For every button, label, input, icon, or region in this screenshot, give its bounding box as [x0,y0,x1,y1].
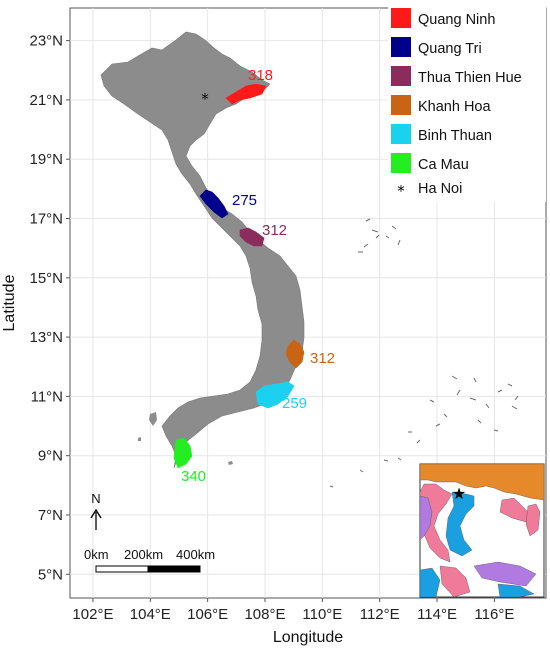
small-island [138,437,141,441]
legend: Quang Ninh Quang Tri Thua Thien Hue Khan… [388,6,546,202]
y-axis-ticks: 5°N 7°N 9°N 11°N 13°N 15°N 17°N 19°N 21°N 23°N [29,33,70,583]
svg-text:N: N [91,491,100,506]
legend-label-khanh-hoa: Khanh Hoa [418,99,491,115]
legend-label-quang-tri: Quang Tri [418,41,482,57]
inset-locator-map: ★ [419,463,545,598]
label-thua-thien-hue: 312 [262,222,287,239]
x-tick-label: 114°E [417,606,457,623]
label-khanh-hoa: 312 [310,350,335,367]
scale-bar: 0km 200km 400km [84,547,215,573]
label-quang-ninh: 318 [248,67,273,84]
inset-hanoi-star-icon: ★ [452,484,466,503]
x-tick-label: 104°E [130,606,171,623]
y-axis-title: Latitude [1,274,18,331]
paracel-islands [358,218,401,253]
small-island [228,461,233,465]
legend-label-thua-thien-hue: Thua Thien Hue [418,70,522,86]
y-tick-label: 9°N [38,448,63,465]
y-tick-label: 7°N [38,507,63,524]
y-tick-label: 17°N [29,211,63,228]
x-tick-label: 108°E [244,606,285,623]
legend-label-ca-mau: Ca Mau [418,157,469,173]
north-arrow-icon: N [90,491,102,530]
legend-label-binh-thuan: Binh Thuan [418,128,492,144]
y-tick-label: 11°N [31,388,63,405]
y-tick-label: 15°N [29,270,63,287]
hanoi-marker-icon: * [201,90,209,108]
province-thua-thien-hue [239,227,265,247]
label-ca-mau: 340 [181,468,206,485]
label-quang-tri: 275 [232,192,257,209]
province-khanh-hoa [285,339,305,369]
x-tick-label: 102°E [72,606,113,623]
x-tick-label: 116°E [474,606,514,623]
x-tick-label: 106°E [187,606,228,623]
legend-swatch-thua-thien-hue [391,66,411,86]
legend-swatch-binh-thuan [391,124,411,144]
legend-swatch-ca-mau [391,153,411,173]
y-tick-label: 21°N [29,92,63,109]
province-quang-tri [199,189,229,219]
phu-quoc-island [149,412,157,426]
scale-label-200: 200km [124,547,163,562]
x-axis-ticks: 102°E 104°E 106°E 108°E 110°E 112°E 114°E 116°E [72,598,514,623]
legend-swatch-quang-tri [391,37,411,57]
scale-label-0: 0km [84,547,109,562]
province-quang-ninh [225,83,267,105]
legend-swatch-khanh-hoa [391,95,411,115]
x-tick-label: 110°E [302,606,342,623]
legend-swatch-quang-ninh [391,8,411,28]
y-tick-label: 13°N [29,329,63,346]
x-axis-title: Longitude [273,629,343,646]
legend-label-quang-ninh: Quang Ninh [418,12,495,28]
y-tick-label: 19°N [29,151,63,168]
y-tick-label: 23°N [29,33,63,50]
scale-label-400: 400km [176,547,215,562]
spratly-islands [329,375,519,488]
y-tick-label: 5°N [38,566,63,583]
province-binh-thuan [255,381,295,409]
x-tick-label: 112°E [360,606,400,623]
label-binh-thuan: 259 [282,395,307,412]
province-ca-mau [173,437,193,469]
legend-hanoi-symbol-icon: * [397,182,405,200]
legend-label-hanoi: Ha Noi [418,181,462,197]
